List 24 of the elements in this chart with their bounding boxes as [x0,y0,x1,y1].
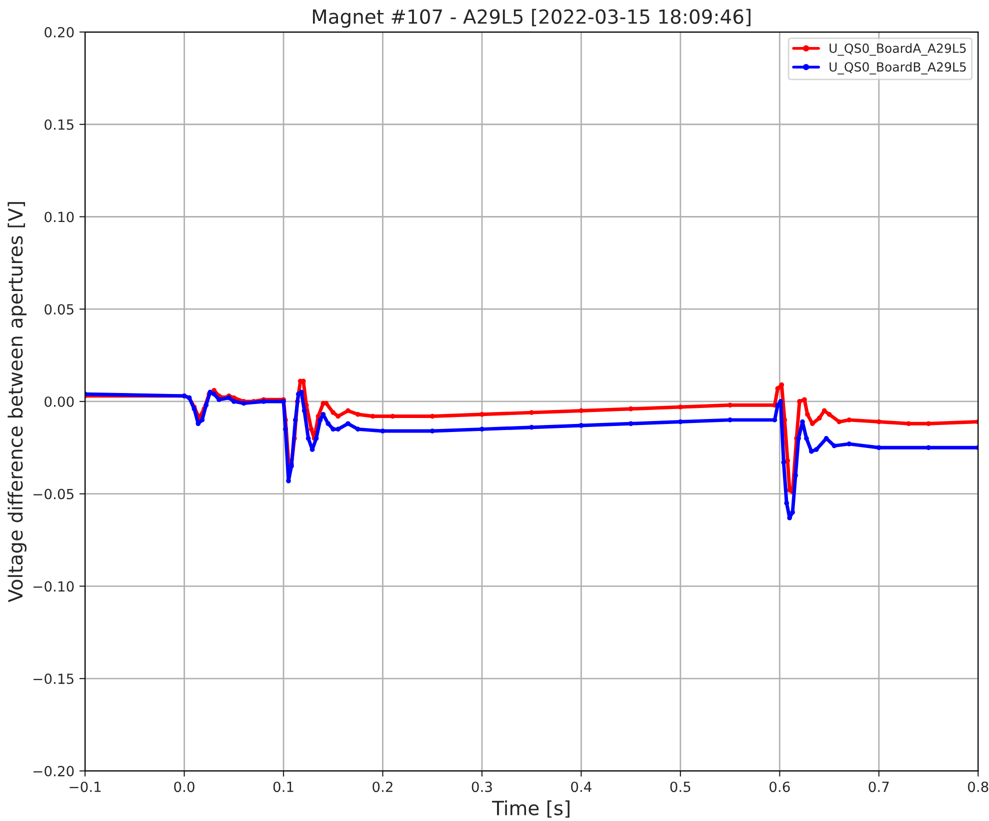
legend-label: U_QS0_BoardB_A29L5 [830,62,966,74]
y-tick-label: −0.05 [34,488,74,500]
y-tick-label: 0.10 [44,212,74,222]
y-tick-label: −0.10 [34,581,74,592]
y-tick-label: −0.15 [34,674,74,684]
x-tick-label: 0.7 [868,782,889,792]
y-tick-label: 0.05 [44,304,74,315]
x-tick-label: −0.1 [70,782,101,792]
x-tick-label: 0.0 [174,782,194,792]
x-tick-label: 0.6 [770,782,790,792]
x-tick-label: 0.4 [571,782,592,792]
y-tick-label: 0.20 [44,26,74,38]
x-tick-label: 0.2 [372,782,392,792]
x-tick-label: 0.5 [670,782,690,792]
legend-label: U_QS0_BoardA_A29L5 [830,43,966,56]
x-tick-label: 0.3 [472,782,492,792]
y-tick-label: 0.00 [44,396,74,407]
x-tick-label: 0.1 [273,782,294,792]
y-tick-label: 0.15 [44,119,74,130]
y-axis-title: Voltage difference between apertures [V] [8,202,27,602]
x-tick-label: 0.8 [968,782,988,792]
y-tick-label: −0.20 [34,766,74,776]
chart-title: Magnet #107 - A29L5 [2022-03-15 18:09:46] [312,8,750,28]
x-axis-title: Time [s] [492,800,570,818]
